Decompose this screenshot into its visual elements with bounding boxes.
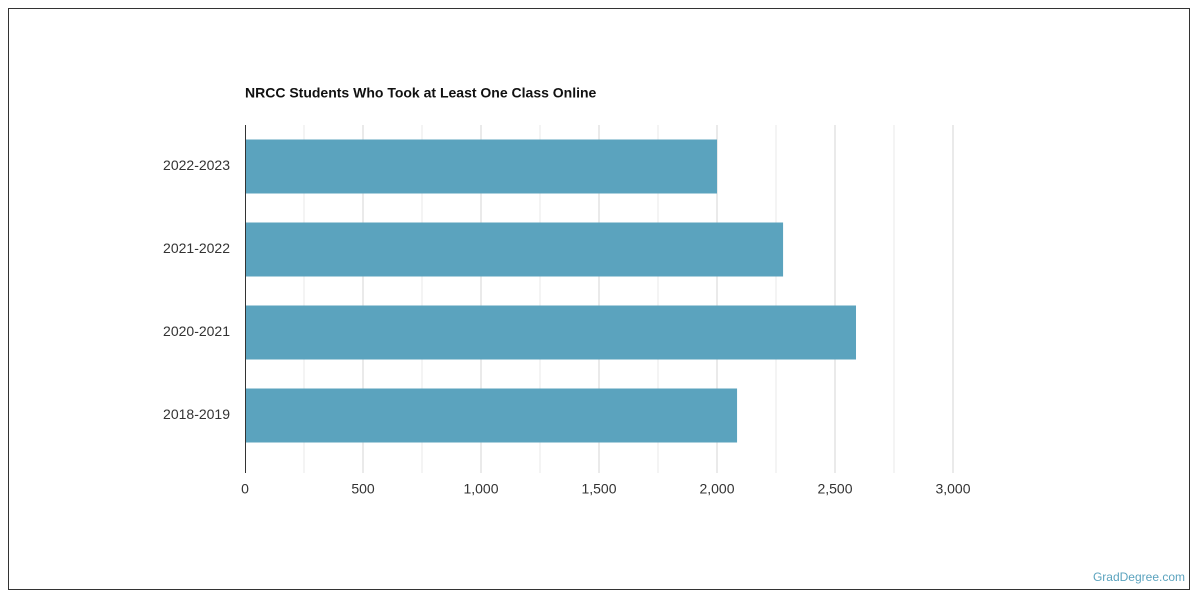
bar — [245, 388, 738, 443]
x-tick-label: 2,000 — [699, 481, 734, 497]
chart-title: NRCC Students Who Took at Least One Clas… — [245, 85, 597, 101]
x-tick-label: 1,000 — [463, 481, 498, 497]
footer-link[interactable]: GradDegree.com — [1093, 570, 1185, 584]
y-tick-label: 2018-2019 — [163, 406, 230, 422]
x-tick-label: 0 — [241, 481, 249, 497]
y-tick-label: 2022-2023 — [163, 157, 230, 173]
x-tick-label: 500 — [351, 481, 375, 497]
y-tick-label: 2021-2022 — [163, 240, 230, 256]
y-tick-label: 2020-2021 — [163, 323, 230, 339]
x-tick-label: 1,500 — [581, 481, 616, 497]
bar — [245, 305, 857, 360]
x-tick-label: 3,000 — [935, 481, 970, 497]
bar — [245, 139, 717, 194]
x-tick-label: 2,500 — [817, 481, 852, 497]
bar — [245, 222, 784, 277]
